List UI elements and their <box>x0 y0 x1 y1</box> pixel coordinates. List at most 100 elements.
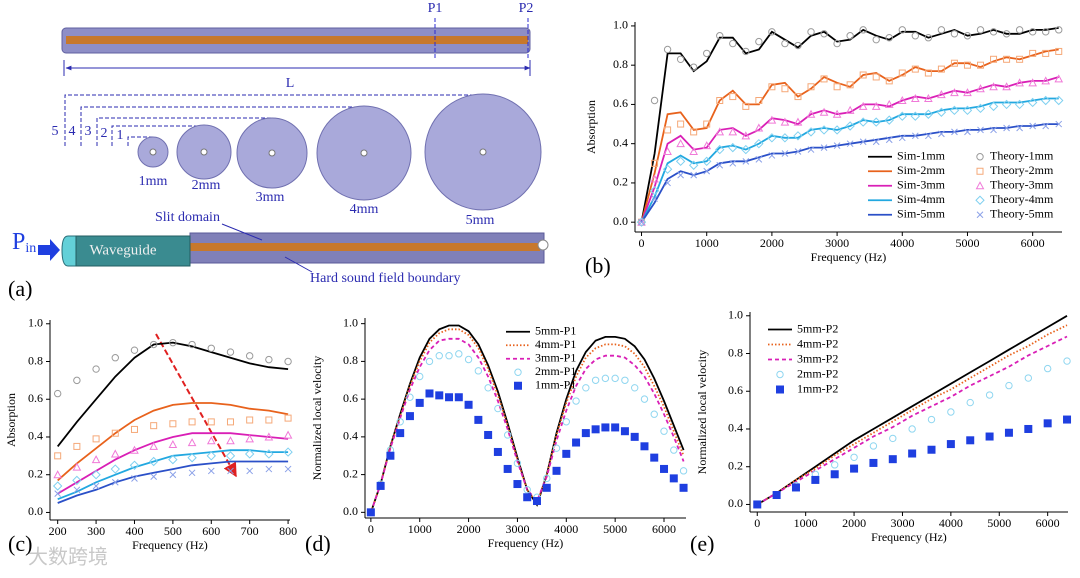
marker <box>640 442 649 451</box>
marker <box>91 455 101 464</box>
x-tick-label: 500 <box>164 524 182 538</box>
marker <box>130 425 138 433</box>
x-tick-label: 0 <box>754 516 760 530</box>
size-label: 1mm <box>139 174 168 189</box>
marker <box>660 427 668 435</box>
slit-label: Slit domain <box>155 210 220 225</box>
x-tick-label: 1000 <box>408 522 432 536</box>
marker <box>187 438 197 447</box>
legend-label: Theory-1mm <box>990 149 1054 163</box>
marker <box>951 128 958 136</box>
x-tick-label: 2000 <box>760 236 784 250</box>
marker <box>716 32 724 40</box>
marker <box>924 69 932 77</box>
y-tick-label: 0.0 <box>343 504 358 518</box>
length-label: L <box>286 76 295 91</box>
marker <box>670 446 678 454</box>
marker <box>859 71 867 79</box>
marker <box>405 412 414 421</box>
marker <box>572 397 580 405</box>
marker <box>911 132 919 140</box>
marker <box>833 142 841 149</box>
marker <box>111 354 119 362</box>
marker <box>283 447 293 457</box>
marker <box>464 400 473 409</box>
y-tick-label: 0.0 <box>28 504 43 518</box>
marker <box>833 83 841 91</box>
marker <box>1003 55 1011 63</box>
marker <box>911 32 920 40</box>
marker <box>206 451 216 461</box>
marker <box>988 101 999 112</box>
marker <box>169 338 177 347</box>
y-tick-label: 0.8 <box>28 353 43 367</box>
legend-label: Theory-2mm <box>990 163 1054 177</box>
marker <box>898 134 906 142</box>
marker <box>950 59 958 67</box>
y-tick-label: 0.0 <box>613 214 628 228</box>
marker <box>754 138 764 149</box>
marker <box>793 117 803 126</box>
marker <box>702 156 712 167</box>
marker <box>820 75 828 83</box>
marker <box>729 93 737 101</box>
marker <box>937 26 946 34</box>
size-label: 5mm <box>466 213 495 228</box>
marker <box>284 465 292 473</box>
input-label: Pin <box>12 229 36 257</box>
marker <box>245 352 254 360</box>
marker <box>977 61 985 69</box>
marker <box>474 415 483 424</box>
waveguide-label: Waveguide <box>89 242 156 258</box>
marker <box>1055 47 1063 55</box>
x-tick-label: 3000 <box>890 516 914 530</box>
marker <box>1027 97 1038 108</box>
marker <box>1042 122 1050 130</box>
slit-core <box>190 243 540 251</box>
marker <box>1015 26 1024 34</box>
marker <box>963 88 972 97</box>
y-tick-label: 0.8 <box>728 345 743 359</box>
marker <box>188 340 196 349</box>
marker <box>601 374 610 383</box>
marker <box>791 483 800 492</box>
y-axis-label: Absorption <box>4 393 18 447</box>
x-tick-label: 0 <box>368 522 374 536</box>
marker <box>376 481 385 490</box>
marker <box>493 447 502 456</box>
marker <box>188 418 196 426</box>
marker <box>975 195 985 205</box>
legend-label: Sim-3mm <box>897 178 946 192</box>
marker <box>445 352 453 360</box>
y-tick-label: 0.2 <box>343 466 358 480</box>
x-tick-label: 0 <box>639 236 645 250</box>
marker <box>963 32 972 40</box>
marker <box>532 497 541 506</box>
marker <box>640 395 649 403</box>
marker <box>715 144 725 155</box>
marker <box>148 456 159 467</box>
marker <box>776 370 784 379</box>
y-tick-label: 0.0 <box>728 496 743 510</box>
marker <box>366 508 375 517</box>
marker <box>581 429 590 438</box>
marker <box>989 28 998 36</box>
marker <box>910 111 921 121</box>
marker <box>1015 78 1024 87</box>
y-tick-label: 0.6 <box>343 391 358 405</box>
input-sub: in <box>25 241 36 256</box>
marker <box>781 150 789 157</box>
marker <box>937 90 946 99</box>
marker <box>794 93 802 101</box>
marker <box>820 144 828 151</box>
marker <box>966 398 974 407</box>
legend-label: Sim-1mm <box>897 149 946 163</box>
marker <box>54 490 62 497</box>
marker <box>582 384 590 392</box>
marker <box>92 435 100 443</box>
line <box>756 335 1068 506</box>
marker <box>872 138 880 146</box>
marker <box>977 126 984 134</box>
marker <box>1005 381 1013 390</box>
